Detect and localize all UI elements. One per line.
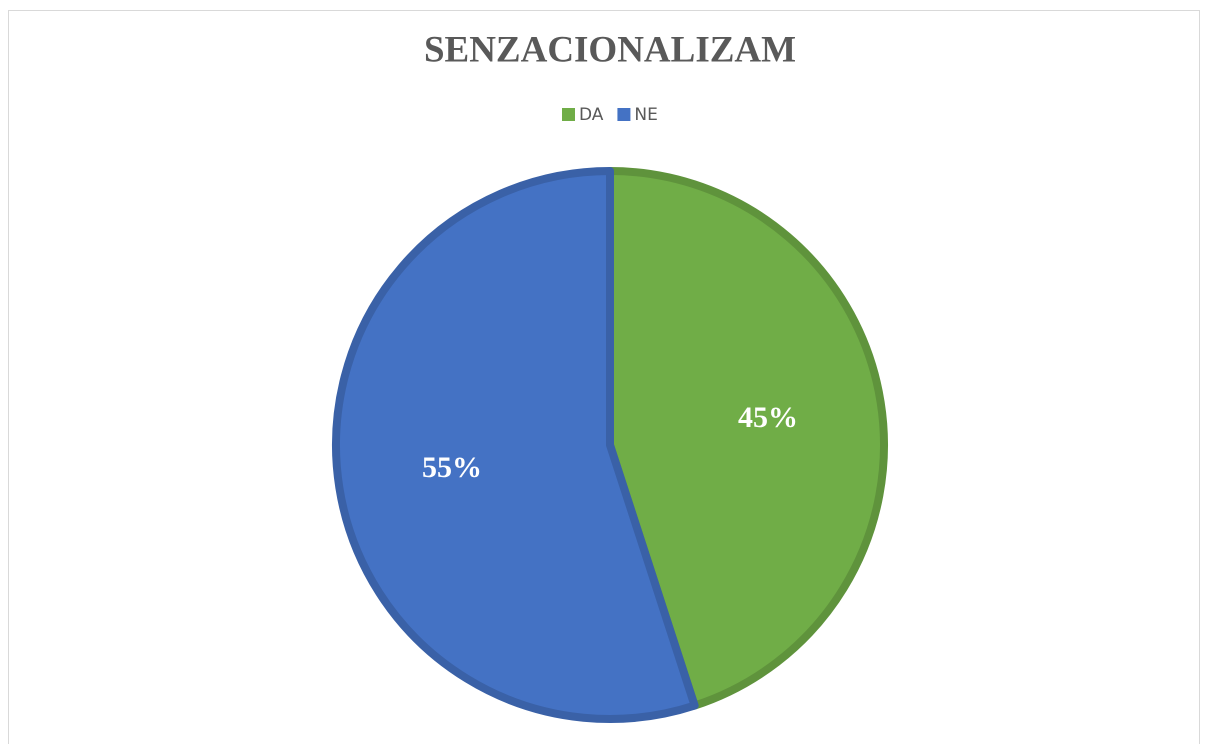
pie-slice <box>332 167 699 723</box>
chart-title: SENZACIONALIZAM <box>424 29 796 70</box>
pie-slice <box>606 167 888 710</box>
data-label: 55% <box>422 451 482 484</box>
data-label: 45% <box>738 401 798 434</box>
legend-swatch <box>617 108 631 121</box>
legend-label: DA <box>579 105 604 125</box>
legend-label: NE <box>634 105 657 125</box>
legend-swatch <box>562 108 575 121</box>
